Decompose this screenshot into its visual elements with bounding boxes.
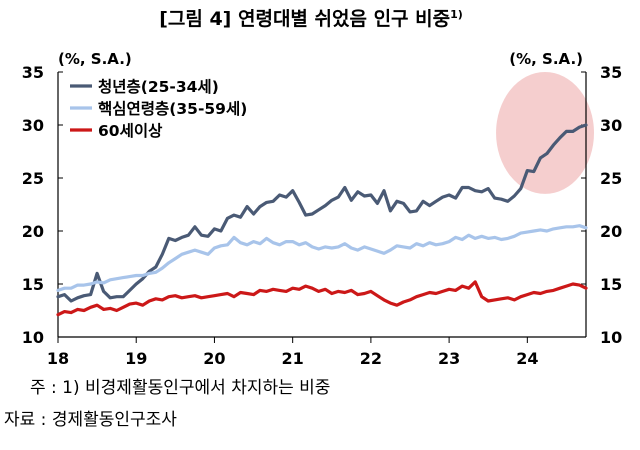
x-tick-label: 20: [203, 349, 225, 368]
x-tick-label: 23: [438, 349, 460, 368]
legend: 청년층(25-34세) 핵심연령층(35-59세) 60세이상: [70, 77, 247, 140]
x-axis: 18 19 20 21 22 23 24: [47, 337, 538, 368]
y-unit-left: (%, S.A.): [58, 50, 132, 68]
y-tick-label-left: 20: [22, 222, 44, 241]
x-tick-label: 22: [360, 349, 382, 368]
y-tick-label-right: 20: [600, 222, 622, 241]
x-tick-label: 21: [282, 349, 304, 368]
y-axis-left: 10 15 20 25 30 35: [22, 63, 63, 347]
y-tick-label-left: 10: [22, 328, 44, 347]
x-tick-label: 19: [125, 349, 147, 368]
series-line-2: [56, 280, 588, 317]
plot-frame: [57, 72, 587, 338]
y-tick-label-right: 15: [600, 275, 622, 294]
y-tick-label-left: 25: [22, 169, 44, 188]
series-line-1: [56, 224, 588, 292]
footnote-note: 주 : 1) 비경제활동인구에서 차지하는 비중: [30, 378, 330, 398]
y-axis-right: 10 15 20 25 30 35: [581, 63, 622, 347]
legend-label-1: 핵심연령층(35-59세): [98, 99, 247, 118]
x-tick-label: 24: [516, 349, 538, 368]
y-unit-right: (%, S.A.): [509, 50, 583, 68]
series-layer: [56, 123, 588, 317]
highlight-ellipse: [496, 72, 594, 194]
y-tick-label-right: 30: [600, 116, 622, 135]
y-tick-label-left: 35: [22, 63, 44, 82]
legend-label-2: 60세이상: [98, 122, 163, 140]
legend-label-0: 청년층(25-34세): [98, 77, 219, 96]
chart-title-main: [그림 4] 연령대별 쉬었음 인구 비중: [159, 8, 450, 30]
y-tick-label-right: 35: [600, 63, 622, 82]
y-tick-label-left: 30: [22, 116, 44, 135]
y-tick-label-left: 15: [22, 275, 44, 294]
chart-title: [그림 4] 연령대별 쉬었음 인구 비중1): [159, 8, 463, 30]
y-tick-label-right: 25: [600, 169, 622, 188]
chart-title-superscript: 1): [450, 8, 463, 21]
x-tick-label: 18: [47, 349, 69, 368]
y-tick-label-right: 10: [600, 328, 622, 347]
footnote-source: 자료 : 경제활동인구조사: [4, 410, 177, 430]
